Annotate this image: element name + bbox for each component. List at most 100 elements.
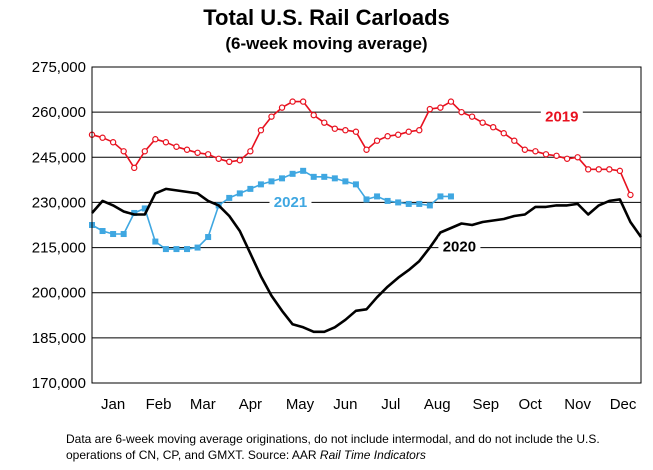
x-tick-label: Sep — [472, 396, 499, 413]
x-tick-label: Jul — [381, 396, 400, 413]
point-2019 — [405, 128, 412, 135]
point-2019 — [574, 154, 581, 161]
point-2019 — [257, 126, 265, 134]
series-label-2019: 2019 — [545, 109, 578, 126]
y-axis-ticks: 170,000 185,000 200,000 215,000 230,000 245,0… — [32, 59, 86, 392]
series-labels: 2019 2021 2020 — [269, 106, 583, 256]
point-2019 — [342, 126, 349, 134]
point-2019 — [479, 119, 486, 126]
point-2021 — [279, 175, 286, 182]
point-2021 — [447, 193, 454, 200]
y-tick-label: 185,000 — [32, 330, 86, 347]
y-tick-label: 260,000 — [32, 104, 86, 121]
x-tick-label: Oct — [518, 396, 542, 413]
point-2019 — [194, 149, 201, 156]
point-2019 — [173, 143, 180, 150]
x-tick-label: Jan — [101, 396, 125, 413]
point-2019 — [152, 136, 159, 143]
point-2021 — [226, 194, 233, 201]
point-2019 — [120, 148, 127, 155]
point-2019 — [363, 146, 370, 153]
series-label-2020: 2020 — [443, 239, 476, 256]
point-2021 — [162, 246, 169, 253]
point-2021 — [131, 209, 138, 216]
point-2019 — [447, 98, 455, 105]
point-2019 — [109, 139, 117, 146]
point-2019 — [352, 128, 360, 135]
series-label-bg — [540, 106, 583, 125]
point-2021 — [384, 197, 391, 204]
x-tick-label: Dec — [610, 396, 637, 413]
point-2021 — [300, 167, 307, 174]
x-tick-label: Mar — [190, 396, 216, 413]
point-2021 — [247, 185, 254, 192]
point-2021 — [321, 173, 328, 180]
point-2021 — [120, 231, 127, 238]
point-2019 — [99, 134, 106, 141]
y-tick-label: 245,000 — [32, 149, 86, 166]
x-tick-label: Nov — [564, 396, 591, 413]
y-tick-label: 200,000 — [32, 285, 86, 302]
point-2019 — [627, 191, 634, 199]
point-2019 — [511, 137, 518, 144]
y-tick-label: 275,000 — [32, 59, 86, 76]
point-2019 — [416, 126, 423, 134]
plot-frame — [91, 66, 642, 384]
point-2019 — [141, 148, 148, 155]
series-label-bg — [269, 191, 312, 210]
point-2021 — [352, 181, 359, 188]
x-tick-label: Apr — [239, 396, 262, 413]
point-2021 — [416, 200, 423, 207]
point-2019 — [215, 155, 222, 162]
point-2019 — [426, 105, 434, 113]
point-2019 — [373, 137, 381, 144]
point-2021 — [236, 190, 243, 197]
point-2019 — [489, 123, 497, 131]
point-2019 — [247, 148, 254, 155]
point-2019 — [468, 113, 476, 120]
point-2019 — [542, 151, 550, 158]
footnote-source: Rail Time Indicators — [319, 448, 426, 462]
point-2021 — [257, 181, 264, 188]
footnote-text: Data are 6-week moving average originati… — [66, 432, 600, 462]
point-2019 — [394, 131, 402, 138]
x-tick-label: May — [286, 396, 315, 413]
point-2019 — [310, 111, 317, 119]
point-2021 — [173, 246, 180, 253]
series-group — [88, 98, 643, 334]
y-tick-label: 170,000 — [32, 375, 86, 392]
point-2021 — [205, 234, 212, 241]
chart-title: Total U.S. Rail Carloads — [203, 5, 450, 30]
point-2019 — [299, 98, 307, 105]
line-chart: 170,000 185,000 200,000 215,000 230,000 245,0… — [32, 59, 643, 413]
footnote: Data are 6-week moving average originati… — [66, 431, 646, 463]
point-2019 — [289, 98, 296, 105]
y-tick-label: 230,000 — [32, 194, 86, 211]
point-2021 — [342, 178, 349, 185]
series-line-2019 — [91, 100, 632, 196]
x-axis-ticks: Jan Feb Mar Apr May Jun Jul Aug Sep Oct Nov Dec — [101, 396, 637, 413]
series-label-bg — [438, 236, 481, 255]
point-2019 — [532, 148, 539, 155]
point-2021 — [289, 170, 296, 177]
x-tick-label: Jun — [333, 396, 357, 413]
x-tick-label: Aug — [424, 396, 451, 413]
point-2019 — [183, 146, 191, 153]
chart-subtitle: (6-week moving average) — [225, 34, 428, 53]
point-2019 — [553, 152, 560, 159]
point-2019 — [585, 166, 592, 173]
point-2019 — [236, 157, 244, 164]
point-2019 — [500, 130, 507, 137]
point-2021 — [184, 246, 191, 253]
point-2019 — [226, 158, 233, 165]
point-2021 — [194, 244, 201, 251]
point-2021 — [437, 193, 444, 200]
point-2019 — [606, 166, 613, 173]
point-2019 — [278, 104, 286, 111]
series-line-2020 — [91, 187, 643, 334]
point-2019 — [595, 166, 602, 173]
y-tick-label: 215,000 — [32, 240, 86, 257]
point-2019 — [384, 133, 391, 140]
point-2021 — [405, 200, 412, 207]
point-2019 — [162, 139, 170, 146]
